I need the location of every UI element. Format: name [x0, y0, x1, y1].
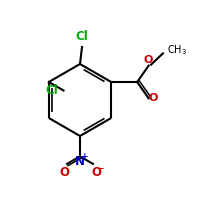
Text: O: O — [91, 166, 101, 179]
Text: Cl: Cl — [46, 84, 59, 97]
Text: O: O — [149, 93, 158, 103]
Text: O: O — [59, 166, 69, 179]
Text: CH$_3$: CH$_3$ — [167, 43, 187, 57]
Text: −: − — [96, 164, 103, 173]
Text: Cl: Cl — [76, 30, 88, 43]
Text: +: + — [81, 152, 88, 161]
Text: O: O — [144, 55, 153, 65]
Text: N: N — [75, 155, 85, 168]
